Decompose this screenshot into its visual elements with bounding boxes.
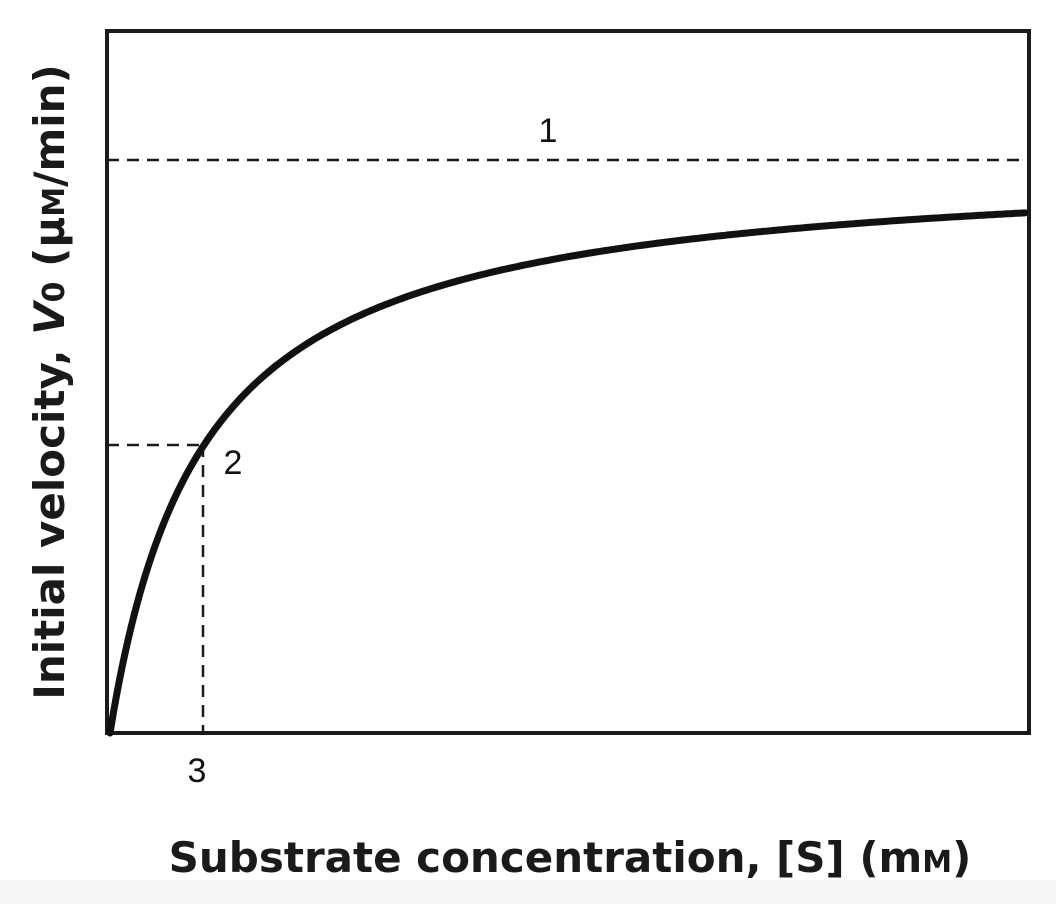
y-title-subscript: 0 [37,281,72,302]
x-title-text: Substrate concentration, [S] (m [169,833,923,882]
x-axis-title: Substrate concentration, [S] (mM) [169,833,972,882]
label-3: 3 [188,752,207,790]
y-title-unit: (μ [25,217,74,282]
y-title-text: Initial velocity, [25,335,74,700]
label-2: 2 [224,444,243,482]
y-title-symbol: V [25,299,74,335]
y-axis-title: Initial velocity, V0 (μM/min) [25,64,74,700]
label-1: 1 [539,112,558,150]
plot-frame [105,29,1031,735]
x-title-unit-m: M [922,845,952,880]
y-title-unit-m: M [37,187,72,217]
y-title-unit-close: /min) [25,64,74,187]
footer-strip [0,880,1056,904]
saturation-curve [106,209,1029,737]
x-title-unit-close: ) [952,833,971,882]
